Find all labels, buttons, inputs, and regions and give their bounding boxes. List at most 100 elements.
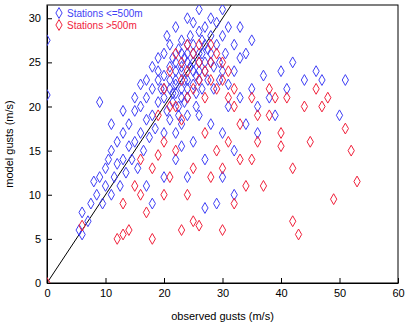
point (137, 79, 143, 90)
point (167, 114, 173, 125)
point (178, 75, 184, 86)
point (114, 233, 120, 244)
tick-mark (47, 18, 52, 19)
point (155, 53, 161, 64)
point (290, 163, 296, 174)
point (208, 13, 214, 24)
point (178, 114, 184, 125)
one-to-one-line (47, 5, 234, 283)
point (184, 13, 190, 24)
point (184, 39, 190, 50)
point (295, 229, 301, 240)
point (225, 136, 231, 147)
point (196, 110, 202, 121)
point (173, 145, 179, 156)
point (214, 145, 220, 156)
point (243, 48, 249, 59)
point (149, 233, 155, 244)
point (184, 172, 190, 183)
point (249, 92, 255, 103)
point (167, 172, 173, 183)
point (114, 158, 120, 169)
point (143, 207, 149, 218)
point (79, 220, 85, 231)
series (47, 5, 348, 240)
point (219, 5, 225, 15)
x-axis-title: observed gusts (m/s) (171, 310, 274, 322)
point (278, 66, 284, 77)
point (202, 203, 208, 214)
y-axis: 051015202530 (29, 6, 52, 290)
axis-line (48, 283, 399, 284)
point (231, 198, 237, 209)
point (237, 154, 243, 165)
point (214, 198, 220, 209)
point (278, 141, 284, 152)
point (272, 92, 278, 103)
point (126, 141, 132, 152)
point (254, 136, 260, 147)
tick: 25 (29, 56, 52, 68)
point (129, 154, 135, 165)
point (137, 154, 143, 165)
point (155, 97, 161, 108)
point (120, 105, 126, 116)
tick-label: 20 (29, 101, 41, 113)
tick-mark (47, 106, 52, 107)
point (161, 189, 167, 200)
point (178, 141, 184, 152)
point (313, 83, 319, 94)
point (325, 92, 331, 103)
point (149, 198, 155, 209)
point (342, 123, 348, 134)
point (202, 66, 208, 77)
point (161, 48, 167, 59)
point (208, 39, 214, 50)
point (196, 75, 202, 86)
point (132, 105, 138, 116)
point (132, 92, 138, 103)
point (143, 180, 149, 191)
legend-marker (56, 20, 62, 31)
point (219, 128, 225, 139)
point (190, 163, 196, 174)
point (219, 75, 225, 86)
point (301, 75, 307, 86)
point (173, 128, 179, 139)
tick: 20 (29, 101, 52, 113)
point (91, 176, 97, 187)
point (143, 75, 149, 86)
tick-label: 25 (29, 56, 41, 68)
point (196, 75, 202, 86)
point (126, 225, 132, 236)
plot: 0102030405060051015202530Stations <=500m… (29, 1, 405, 299)
tick: 10 (100, 278, 112, 299)
point (348, 145, 354, 156)
point (225, 22, 231, 33)
point (249, 35, 255, 46)
tick-label: 0 (35, 277, 41, 289)
plot-frame (47, 5, 398, 283)
tick: 10 (29, 189, 52, 201)
point (190, 48, 196, 59)
point (313, 66, 319, 77)
point (120, 128, 126, 139)
point (108, 119, 114, 130)
x-axis: 0102030405060 (44, 278, 404, 299)
tick-mark (47, 239, 52, 240)
point (231, 101, 237, 112)
point (284, 92, 290, 103)
point (290, 216, 296, 227)
point (190, 136, 196, 147)
point (219, 163, 225, 174)
chart: 0102030405060051015202530Stations <=500m… (0, 0, 412, 332)
point (47, 278, 50, 283)
tick-label: 15 (29, 145, 41, 157)
point (225, 66, 231, 77)
point (237, 119, 243, 130)
tick: 60 (392, 278, 404, 299)
series (47, 39, 360, 283)
point (99, 198, 105, 209)
tick: 30 (217, 278, 229, 299)
point (178, 57, 184, 68)
